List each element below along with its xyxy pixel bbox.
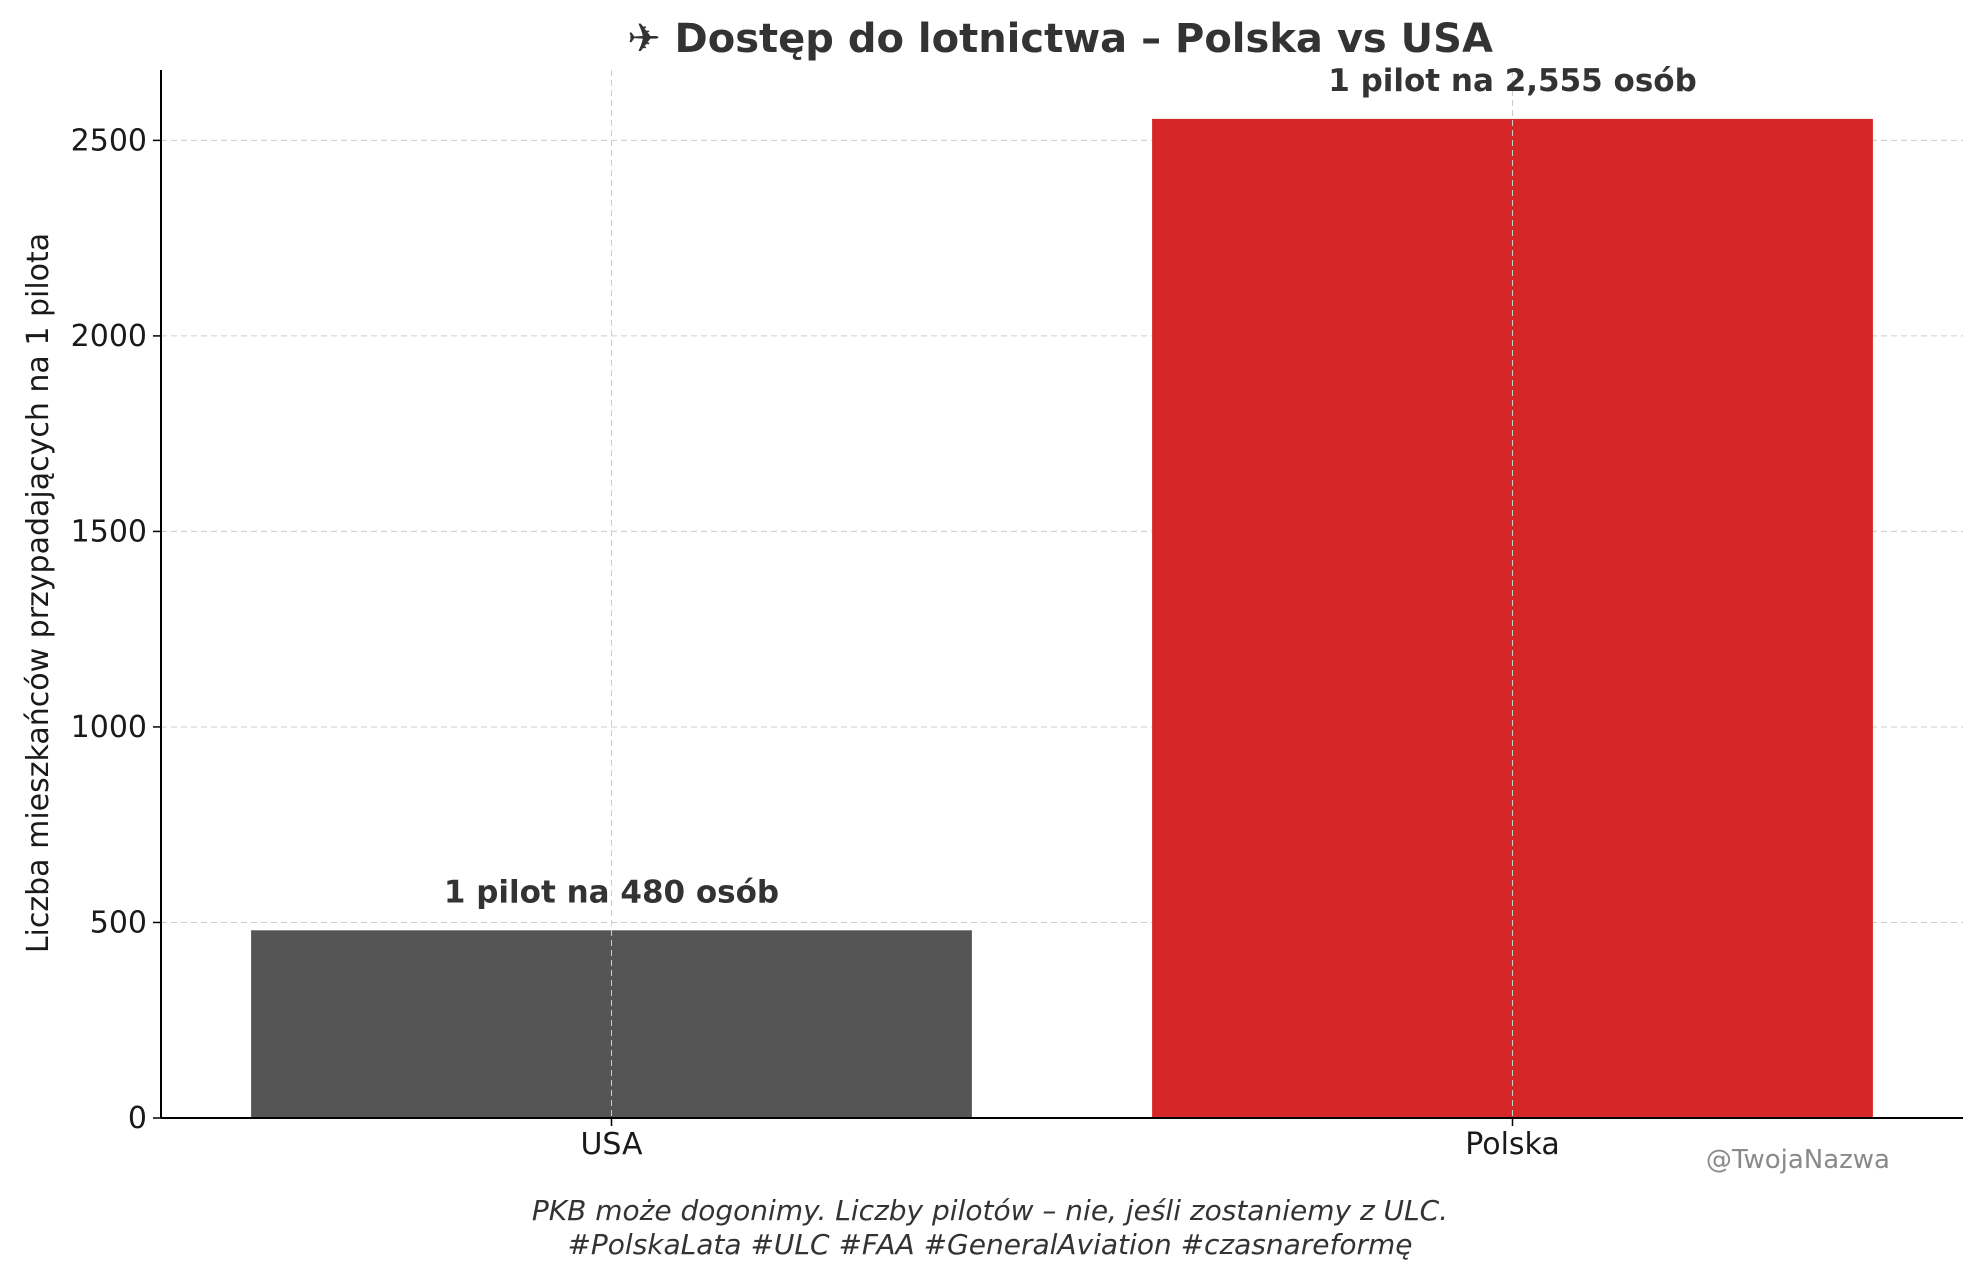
labels-layer: 1 pilot na 480 osób 1 pilot na 2,555 osób [444, 63, 1697, 1118]
y-axis-label: Liczba mieszkańców przypadających na 1 p… [21, 233, 56, 953]
caption-line-1: PKB może dogonimy. Liczby pilotów – nie,… [532, 1194, 1448, 1227]
bar-polska [1152, 118, 1873, 1118]
y-tick-label: 2000 [71, 319, 147, 354]
ticks-layer: 0 500 1000 1500 2000 2500 USA Polska [71, 123, 1560, 1162]
y-tick-label: 0 [128, 1101, 147, 1136]
bar-value-label: 1 pilot na 2,555 osób [1328, 63, 1697, 99]
bar-value-label: 1 pilot na 480 osób [444, 874, 779, 910]
x-tick-label: Polska [1465, 1127, 1560, 1162]
bars-layer [251, 118, 1873, 1118]
caption-line-2: #PolskaLata #ULC #FAA #GeneralAviation #… [567, 1228, 1412, 1261]
x-tick-label: USA [580, 1127, 643, 1162]
y-tick-label: 1000 [71, 710, 147, 745]
y-tick-label: 1500 [71, 514, 147, 549]
y-tick-label: 500 [90, 905, 147, 940]
watermark-text: @TwojaNazwa [1706, 1145, 1890, 1175]
y-tick-label: 2500 [71, 123, 147, 158]
chart-title: ✈ Dostęp do lotnictwa – Polska vs USA [627, 16, 1493, 62]
axes-layer [160, 70, 1963, 1119]
